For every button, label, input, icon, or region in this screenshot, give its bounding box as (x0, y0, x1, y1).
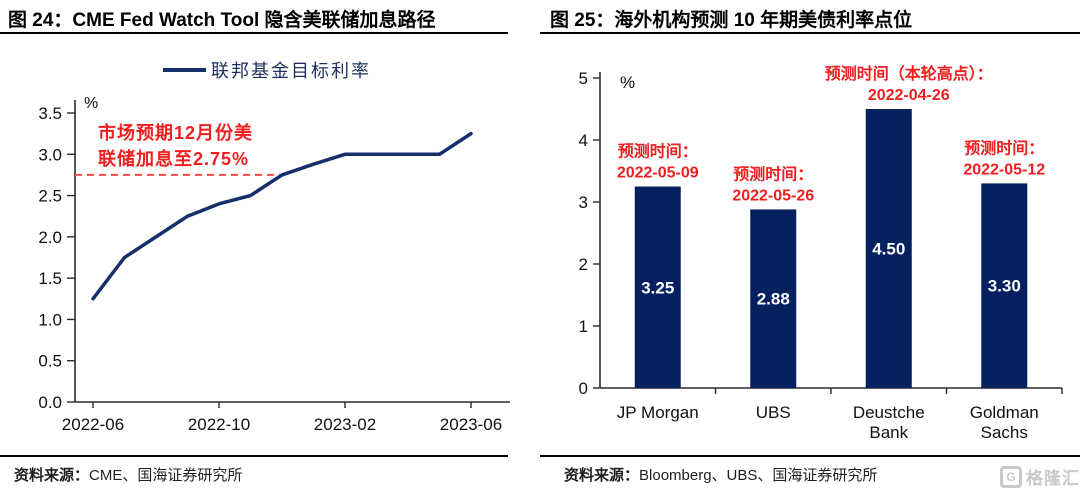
left-unit-label: % (84, 95, 98, 112)
left-chart-header: 图 24：CME Fed Watch Tool 隐含美联储加息路径 (0, 0, 508, 34)
bar-value-label: 4.50 (872, 240, 905, 259)
left-y-tick-label: 3.0 (38, 145, 62, 164)
bar-annotation-line: 预测时间： (733, 164, 813, 183)
left-x-tick-label: 2022-10 (188, 415, 250, 434)
left-source-text: CME、国海证券研究所 (89, 467, 243, 484)
bar-category-label: UBS (756, 403, 791, 422)
left-annotation-line: 市场预期12月份美 (98, 122, 253, 143)
right-chart-header: 图 25：海外机构预测 10 年期美债利率点位 (540, 0, 1080, 34)
bar-category-label: JP Morgan (617, 403, 699, 422)
right-source-text: Bloomberg、UBS、国海证券研究所 (639, 467, 878, 484)
right-unit-label: % (620, 73, 635, 92)
left-x-tick-label: 2023-06 (440, 415, 502, 434)
forecast-bar (750, 209, 797, 388)
bar-category-label: Deustche (853, 403, 925, 422)
right-y-tick-label: 2 (579, 255, 588, 274)
watermark-text: 格隆汇 (1026, 469, 1080, 488)
left-source-label: 资料来源： (14, 467, 90, 484)
bar-category-label: Goldman (970, 403, 1039, 422)
right-y-tick-label: 0 (579, 379, 588, 398)
left-annotation-line: 联储加息至2.75% (98, 148, 249, 169)
bar-category-label: Sachs (981, 423, 1028, 440)
left-x-tick-label: 2022-06 (62, 415, 124, 434)
left-y-tick-label: 0.0 (38, 393, 62, 412)
right-bar-chart: 0 1 2 3 4 5 % 3.25 预测时间： 2022-05-09 JP Morgan 2.88 预… (579, 64, 1063, 440)
left-y-tick-label: 2.5 (38, 187, 62, 206)
bar-value-label: 3.30 (988, 277, 1021, 296)
bar-annotation-line: 2022-05-26 (732, 187, 814, 204)
bar-annotation-line: 2022-04-26 (868, 87, 950, 104)
bar-annotation-line: 2022-05-09 (617, 165, 699, 182)
left-x-tick-label: 2023-02 (314, 415, 376, 434)
left-source-note: 资料来源：CME、国海证券研究所 (0, 455, 508, 494)
bar-annotation-line: 预测时间： (618, 142, 698, 161)
right-source-note: 资料来源：Bloomberg、UBS、国海证券研究所 (540, 455, 1080, 494)
right-y-tick-label: 4 (579, 131, 588, 150)
right-chart-title: 图 25：海外机构预测 10 年期美债利率点位 (550, 10, 913, 31)
right-y-tick-label: 5 (579, 69, 588, 88)
right-source-label: 资料来源： (564, 467, 640, 484)
bar-annotation-line: 2022-05-12 (963, 161, 1045, 178)
gelonghui-logo-icon: G (1000, 465, 1022, 488)
fed-funds-rate-line (91, 131, 473, 301)
forecast-bar (634, 186, 681, 388)
bar-annotation-line: 预测时间： (964, 138, 1044, 157)
left-y-tick-label: 1.5 (38, 269, 62, 288)
bar-value-label: 3.25 (641, 278, 674, 297)
legend-label: 联邦基金目标利率 (211, 61, 371, 81)
bar-value-label: 2.88 (757, 290, 790, 309)
left-y-tick-label: 1.0 (38, 310, 62, 329)
left-line-chart: 0.0 0.5 1.0 1.5 2.0 2.5 3.0 3.5% 2022-06 2022-10 2… (38, 61, 510, 434)
left-chart-title: 图 24：CME Fed Watch Tool 隐含美联储加息路径 (8, 10, 436, 31)
forecast-bar (865, 109, 912, 388)
forecast-bar (981, 183, 1028, 388)
gelonghui-watermark: G 格隆汇 (1000, 464, 1080, 489)
bar-annotation-line: 预测时间（本轮高点）： (825, 64, 993, 83)
bar-category-label: Bank (869, 423, 908, 440)
left-y-tick-label: 2.0 (38, 228, 62, 247)
left-y-tick-label: 3.5 (38, 104, 62, 123)
right-y-tick-label: 3 (579, 193, 588, 212)
right-y-tick-label: 1 (579, 317, 588, 336)
left-y-tick-label: 0.5 (38, 352, 62, 371)
